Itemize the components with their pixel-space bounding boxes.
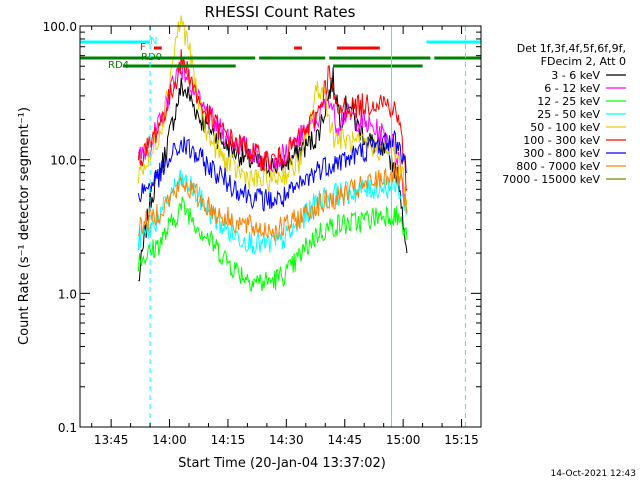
chart-title: RHESSI Count Rates xyxy=(205,3,356,21)
legend-header-1: FDecim 2, Att 0 xyxy=(541,55,626,68)
legend-entry-8: 7000 - 15000 keV xyxy=(502,173,600,186)
flag-label-F: F xyxy=(140,42,146,53)
x-tick-label-6: 15:15 xyxy=(444,433,479,447)
legend-entry-1: 6 - 12 keV xyxy=(544,82,600,95)
series-line-4 xyxy=(137,15,408,207)
y-tick-label-0: 0.1 xyxy=(58,421,77,435)
axes: 0.1 1.0 10.0 100.0 13:45 14:00 14:15 14:30 14:45… xyxy=(43,20,482,447)
legend-entry-3: 25 - 50 keV xyxy=(537,108,600,121)
legend-header-0: Det 1f,3f,4f,5f,6f,9f, xyxy=(517,42,626,55)
legend-entry-2: 12 - 25 keV xyxy=(537,95,600,108)
legend: Det 1f,3f,4f,5f,6f,9f,FDecim 2, Att 03 -… xyxy=(502,42,626,186)
x-tick-label-5: 15:00 xyxy=(386,433,421,447)
x-tick-label-2: 14:15 xyxy=(211,433,246,447)
flag-label-N: N xyxy=(150,36,157,47)
legend-entry-7: 800 - 7000 keV xyxy=(516,160,600,173)
legend-entry-0: 3 - 6 keV xyxy=(551,69,600,82)
x-tick-label-1: 14:00 xyxy=(152,433,187,447)
timestamp: 14-Oct-2021 12:43 xyxy=(551,469,636,479)
x-axis-label: Start Time (20-Jan-04 13:37:02) xyxy=(178,456,386,471)
y-tick-label-1: 1.0 xyxy=(58,287,77,301)
legend-entry-6: 300 - 800 keV xyxy=(523,147,600,160)
flag-label-RD4: RD4 xyxy=(108,60,129,71)
y-axis-label: Count Rate (s⁻¹ detector segment⁻¹) xyxy=(17,107,32,345)
flag-label-RD0: RD0 xyxy=(141,52,162,63)
series-line-6 xyxy=(137,129,408,212)
x-tick-label-3: 14:30 xyxy=(269,433,304,447)
series-line-7 xyxy=(137,161,408,241)
y-tick-label-2: 10.0 xyxy=(50,154,77,168)
plot-frame xyxy=(79,25,482,428)
legend-entry-5: 100 - 300 keV xyxy=(523,134,600,147)
x-tick-label-0: 13:45 xyxy=(94,433,129,447)
legend-entry-4: 50 - 100 keV xyxy=(530,121,600,134)
x-tick-label-4: 14:45 xyxy=(327,433,362,447)
series-line-2 xyxy=(137,196,408,292)
y-tick-label-3: 100.0 xyxy=(43,20,77,34)
